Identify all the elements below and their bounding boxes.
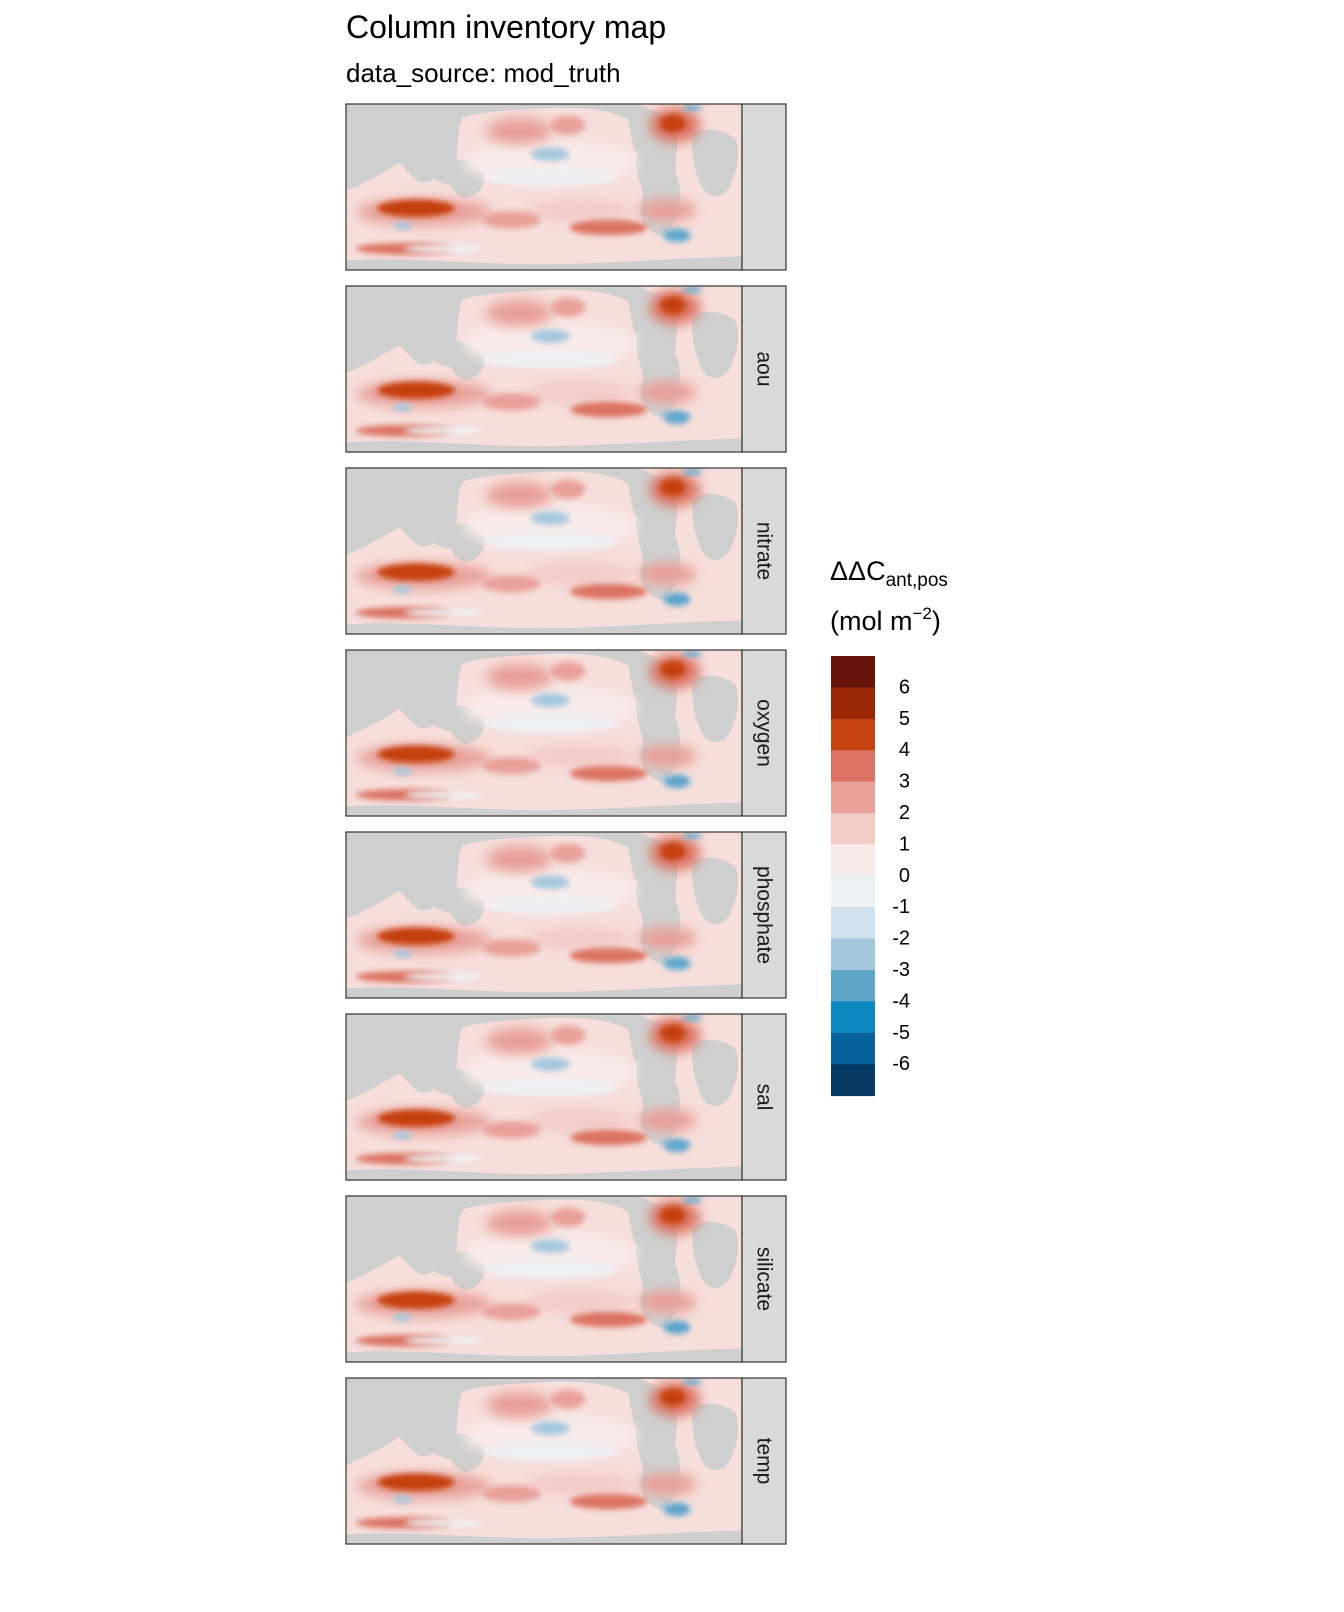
colorbar-labels: 6 5 4 3 2 1 0 -1 -2 -3 -4 -5 -6 <box>892 676 910 1075</box>
facet-strip-label: silicate <box>753 1247 776 1311</box>
facet-panel <box>345 103 787 271</box>
inventory-map <box>346 104 742 270</box>
colorbar-tick-label: -1 <box>892 896 910 918</box>
legend-title: ΔΔCant,pos <box>830 556 948 591</box>
colorbar-bin <box>831 875 875 908</box>
colorbar-bin <box>831 718 875 751</box>
colorbar-legend: ΔΔCant,pos (mol m−2) 6 5 4 3 2 1 0 -1 -2 -3 -4 -5 -6 <box>830 556 948 1097</box>
facet-panel: temp <box>345 1377 787 1545</box>
colorbar-bin <box>831 656 875 688</box>
facet-strip <box>741 1377 787 1545</box>
facet-strip <box>741 1013 787 1181</box>
facet-strip <box>741 1195 787 1363</box>
facet-strip-label: aou <box>753 351 776 386</box>
colorbar-tick-label: 6 <box>899 676 910 698</box>
facet-strip <box>741 649 787 817</box>
colorbar-tick-label: 1 <box>899 833 910 855</box>
inventory-map <box>346 468 742 634</box>
facet-panel: silicate <box>345 1195 787 1363</box>
inventory-map <box>346 832 742 998</box>
legend-unit: (mol m−2) <box>830 604 941 636</box>
colorbar-bin <box>831 781 875 814</box>
facet-strip <box>741 103 787 271</box>
colorbar-bin <box>831 970 875 1002</box>
facet-panel: nitrate <box>345 467 787 635</box>
facet-strip <box>741 467 787 635</box>
colorbar-bin <box>831 938 875 971</box>
colorbar-tick-label: 2 <box>899 802 910 824</box>
facet-strip <box>741 285 787 453</box>
facet-panel: phosphate <box>345 831 787 999</box>
facet-panel: sal <box>345 1013 787 1181</box>
facet-strip-label: temp <box>753 1438 776 1485</box>
inventory-map <box>346 286 742 452</box>
colorbar-tick-label: 4 <box>899 739 910 761</box>
colorbar-bin <box>831 750 875 783</box>
plot-subtitle: data_source: mod_truth <box>346 58 621 88</box>
colorbar-bin <box>831 1064 875 1097</box>
colorbar-bin <box>831 813 875 845</box>
colorbar-bin <box>831 907 875 940</box>
colorbar-bin <box>831 1001 875 1034</box>
plot-title: Column inventory map <box>346 9 666 45</box>
colorbar-bin <box>831 844 875 877</box>
colorbar-tick-label: -5 <box>892 1022 910 1044</box>
inventory-map <box>346 1378 742 1544</box>
facet-strip-label: nitrate <box>753 522 776 580</box>
colorbar-tick-label: -2 <box>892 928 910 950</box>
facet-panels: aou nitrate oxygen phosphate sal silicate temp <box>345 103 787 1545</box>
inventory-map <box>346 1196 742 1362</box>
colorbar-bin <box>831 687 875 720</box>
facet-panel: oxygen <box>345 649 787 817</box>
facet-strip <box>741 831 787 999</box>
colorbar-tick-label: 5 <box>899 708 910 730</box>
colorbar-tick-label: -6 <box>892 1053 910 1075</box>
colorbar-tick-label: -4 <box>892 990 910 1012</box>
colorbar-tick-label: 3 <box>899 771 910 793</box>
colorbar-tick-label: 0 <box>899 865 910 887</box>
facet-strip-label: oxygen <box>753 699 776 767</box>
facet-strip-label: sal <box>753 1084 776 1111</box>
facet-panel: aou <box>345 285 787 453</box>
facet-strip-label: phosphate <box>753 866 776 964</box>
inventory-map <box>346 1014 742 1180</box>
colorbar-tick-label: -3 <box>892 959 910 981</box>
colorbar <box>831 656 875 1097</box>
colorbar-bin <box>831 1032 875 1065</box>
inventory-map <box>346 650 742 816</box>
